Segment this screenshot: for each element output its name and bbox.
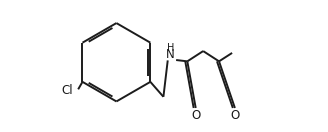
Text: O: O [230,109,239,122]
Text: H: H [167,43,174,53]
Text: Cl: Cl [61,84,72,97]
Text: O: O [191,109,200,122]
Text: N: N [166,48,175,61]
